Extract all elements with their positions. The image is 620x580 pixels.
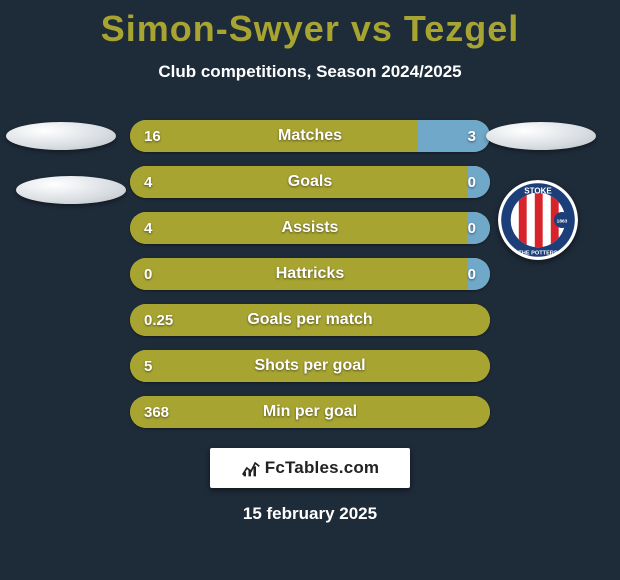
avatar-placeholder-ellipse [486,122,596,150]
stat-row: Goals per match0.25 [130,304,490,336]
stat-row: Min per goal368 [130,396,490,428]
chart-icon [241,458,261,478]
svg-text:1863: 1863 [557,218,568,224]
footer-date: 15 february 2025 [0,504,620,524]
svg-text:STOKE: STOKE [524,187,552,196]
avatar-placeholder-ellipse [6,122,116,150]
stat-row: Assists40 [130,212,490,244]
logo-text: FcTables.com [265,458,380,478]
stat-row: Matches163 [130,120,490,152]
stat-row: Goals40 [130,166,490,198]
svg-text:THE POTTERS: THE POTTERS [518,250,557,256]
subtitle: Club competitions, Season 2024/2025 [0,62,620,82]
stat-row: Hattricks00 [130,258,490,290]
club-badge-icon: STOKE THE POTTERS 1863 [498,180,578,260]
comparison-chart: Matches163 Goals40 Assists40 Hattricks00 Goa… [110,120,510,442]
avatar-placeholder-ellipse [16,176,126,204]
stat-row: Shots per goal5 [130,350,490,382]
page-title: Simon-Swyer vs Tezgel [0,0,620,50]
fctables-logo: FcTables.com [210,448,410,488]
